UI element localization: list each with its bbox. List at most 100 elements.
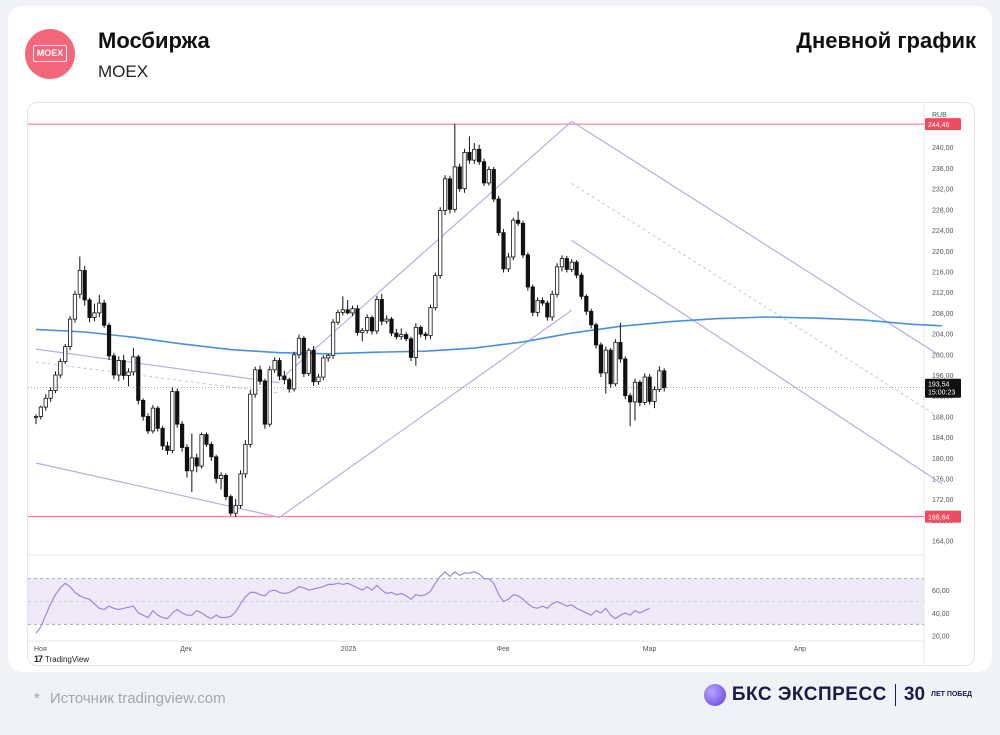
candle-body [223,475,229,498]
countdown-timer: 15:00:23 [928,390,955,397]
channel-line [35,348,280,384]
candle-body [330,321,336,356]
company-logo: MOEX [25,29,75,79]
candle-body [38,406,43,417]
candle-body [477,148,482,163]
candle-body [121,360,126,376]
candle-body [360,330,365,333]
candle-body [155,407,160,429]
candle-body [535,300,540,313]
rsi-line [35,570,650,634]
time-tick-label: Ноя [34,646,47,653]
candle-body [287,379,292,390]
price-tick-label: 216,00 [932,269,954,276]
channel-midline [571,183,943,420]
price-tick-label: 232,00 [932,187,954,194]
candle-body [145,416,151,432]
candle-body [628,395,633,403]
candle-body [550,293,555,318]
candle-body [579,274,584,297]
chart-title: Дневной график [796,28,976,53]
candle-body [593,324,599,346]
candle-body [540,300,545,304]
candle-body [48,390,53,399]
time-tick-label: Мар [643,646,657,653]
candle-body [355,308,360,333]
channel-line [35,462,280,518]
candle-body [652,389,657,402]
brand-logo-icon [703,684,726,706]
candle-body [296,337,302,356]
candle-body [253,369,258,395]
chart-frame[interactable]: RUB 240,00 236,00 232,00 228,00 224,00 220,00 2… [27,102,975,666]
price-tick-label: 180,00 [932,456,954,463]
candle-body [301,337,306,374]
candle-body [243,443,248,475]
candle-body [608,349,613,385]
candle-body [501,232,506,270]
candle-body [472,148,477,161]
candle-body [218,475,224,479]
candle-body [564,258,569,270]
candle-body [43,397,48,408]
candle-body [613,341,618,385]
candle-body [267,369,272,425]
candle-body [389,318,394,334]
candle-body [126,371,131,376]
candle-body [438,209,443,277]
candle-body [233,505,238,514]
last-price-tag [925,378,961,398]
price-tick-label: 196,00 [932,373,954,380]
candle-body [170,391,175,451]
candle-body [63,346,68,362]
candle-body [58,361,63,376]
candle-body [194,457,199,467]
level-price-tag [925,118,961,131]
candle-body [496,198,501,234]
candle-body [408,338,414,358]
candle-body [326,354,331,359]
candle-body [165,445,170,451]
price-tick-label: 204,00 [932,332,954,339]
candle-body [647,376,652,402]
tradingview-icon: 17 [34,654,43,664]
brand-30: 30 [903,684,926,705]
candle-body [418,326,423,335]
candle-body [574,261,579,276]
time-tick-label: Дек [180,646,193,653]
candle-body [481,161,487,184]
price-chart[interactable]: RUB 240,00 236,00 232,00 228,00 224,00 220,00 2… [28,103,974,665]
candle-body [228,496,233,514]
logo-text: MOEX [33,45,67,62]
candle-body [136,356,141,401]
candle-body [77,270,82,295]
candle-body [116,360,121,376]
time-tick-label: Фев [497,646,510,653]
rsi-tick-label: 40,00 [932,611,950,618]
candle-body [559,258,565,268]
candle-body [67,318,73,347]
level-price-label: 168,64 [928,515,950,522]
candle-body [345,309,350,314]
last-price-label: 193,54 [928,382,950,389]
candle-body [369,317,375,332]
price-tick-label: 240,00 [932,145,954,152]
chart-card: MOEX Мосбиржа MOEX Дневной график RUB 240… [8,6,992,672]
level-price-label: 244,46 [928,122,950,129]
candle-body [642,376,647,403]
candle-body [662,370,667,389]
price-tick-label: 224,00 [932,228,954,235]
candle-body [82,270,87,301]
price-tick-label: 184,00 [932,435,954,442]
candle-body [462,152,467,190]
candle-body [350,308,355,314]
candle-body [199,434,204,467]
currency-label: RUB [932,112,947,119]
candle-body [457,166,462,190]
candle-body [491,169,496,200]
candle-body [150,407,155,432]
candle-body [404,334,409,340]
candle-body [179,423,185,448]
price-tick-label: 200,00 [932,352,954,359]
candle-body [102,302,107,326]
